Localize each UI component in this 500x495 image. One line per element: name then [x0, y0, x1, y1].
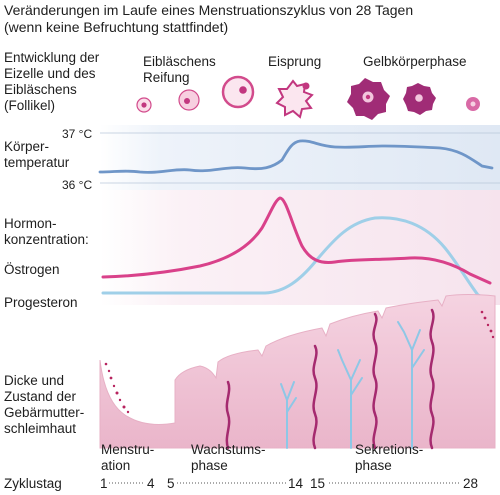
- cycle-day-5: 5: [167, 476, 175, 491]
- blood-vessels: [225, 308, 435, 450]
- secretion-phase-label: Sekretions- phase: [355, 442, 424, 473]
- follicle-row-label: Entwicklung der Eizelle und des Eibläsch…: [4, 50, 100, 113]
- follicle-stage-2-icon: [178, 89, 200, 111]
- maturation-label: Eibläschens Reifung: [143, 54, 216, 85]
- menstruation-phase-label: Menstru- ation: [101, 442, 155, 473]
- progesterone-label: Progesteron: [4, 295, 78, 310]
- cycle-day-row-label: Zyklustag: [4, 476, 62, 491]
- temperature-high-label: 37 °C: [62, 127, 93, 141]
- cycle-day-28: 28: [463, 476, 479, 491]
- cycle-day-15: 15: [310, 476, 326, 491]
- hormone-row-label: Hormon- konzentration:: [4, 216, 89, 247]
- temperature-low-label: 36 °C: [62, 178, 93, 192]
- endometrium-row-label: Dicke und Zustand der Gebärmutter- schle…: [4, 373, 85, 436]
- temperature-row-label: Körper- temperatur: [4, 139, 70, 170]
- temperature-band: [100, 125, 500, 190]
- corpus-luteum-3-icon: [466, 97, 480, 111]
- follicle-stage-1-icon: [136, 97, 152, 113]
- endometrium-tissue: [99, 294, 496, 449]
- estrogen-label: Östrogen: [4, 262, 60, 277]
- hormone-band: [100, 190, 500, 305]
- menstrual-blood-dots: [104, 310, 495, 414]
- progesterone-curve: [101, 216, 492, 302]
- follicle-stage-3-icon: [221, 75, 255, 109]
- cycle-day-1: 1: [100, 476, 108, 491]
- temperature-curve: [98, 139, 494, 174]
- cycle-day-4: 4: [147, 476, 155, 491]
- luteal-phase-label: Gelbkörperphase: [363, 54, 467, 69]
- corpus-luteum-2-icon: [403, 83, 436, 115]
- page-title: Veränderungen im Laufe eines Menstruatio…: [4, 2, 414, 35]
- ovulation-label: Eisprung: [268, 54, 322, 69]
- corpus-luteum-1-icon: [347, 78, 390, 120]
- ovulation-follicle-icon: [275, 79, 314, 119]
- proliferation-phase-label: Wachstums- phase: [191, 442, 266, 473]
- estrogen-curve: [101, 196, 492, 285]
- cycle-day-14: 14: [288, 476, 304, 491]
